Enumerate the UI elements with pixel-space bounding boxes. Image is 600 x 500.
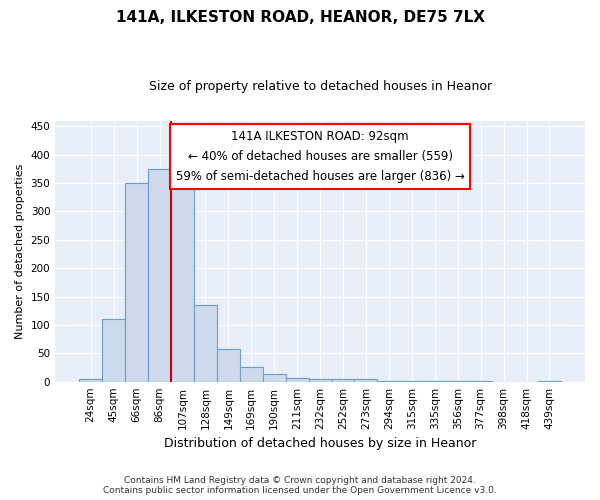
Bar [377, 381, 400, 382]
Bar [355, 379, 377, 382]
X-axis label: Distribution of detached houses by size in Heanor: Distribution of detached houses by size … [164, 437, 476, 450]
Bar [240, 368, 263, 382]
Text: 141A ILKESTON ROAD: 92sqm
← 40% of detached houses are smaller (559)
59% of semi: 141A ILKESTON ROAD: 92sqm ← 40% of detac… [176, 130, 464, 182]
Bar [217, 350, 240, 382]
Title: Size of property relative to detached houses in Heanor: Size of property relative to detached ho… [149, 80, 491, 93]
Y-axis label: Number of detached properties: Number of detached properties [15, 164, 25, 339]
Bar [171, 169, 194, 382]
Bar [125, 183, 148, 382]
Bar [194, 305, 217, 382]
Bar [79, 380, 102, 382]
Text: 141A, ILKESTON ROAD, HEANOR, DE75 7LX: 141A, ILKESTON ROAD, HEANOR, DE75 7LX [115, 10, 485, 25]
Bar [308, 379, 332, 382]
Bar [286, 378, 308, 382]
Bar [423, 381, 446, 382]
Bar [469, 381, 492, 382]
Bar [400, 381, 423, 382]
Bar [148, 169, 171, 382]
Bar [332, 379, 355, 382]
Bar [446, 381, 469, 382]
Text: Contains HM Land Registry data © Crown copyright and database right 2024.
Contai: Contains HM Land Registry data © Crown c… [103, 476, 497, 495]
Bar [538, 380, 561, 382]
Bar [102, 319, 125, 382]
Bar [263, 374, 286, 382]
